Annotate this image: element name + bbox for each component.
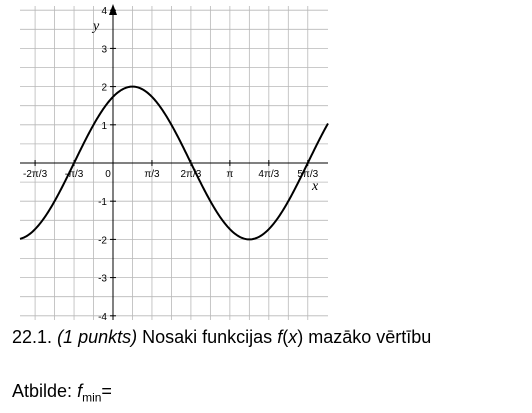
task-statement: 22.1. (1 punkts) Nosaki funkcijas f(x) m… <box>12 327 431 348</box>
x-tick-label: -π/3 <box>65 169 84 180</box>
answer-subscript: min <box>82 390 102 405</box>
y-tick-label: -3 <box>98 274 107 285</box>
paren-open: ( <box>282 327 289 347</box>
y-tick-label: -1 <box>98 197 107 208</box>
variable-symbol: x <box>288 327 298 347</box>
y-tick-label: 3 <box>101 44 107 55</box>
x-tick-label: 4π/3 <box>258 169 279 180</box>
function-symbol: f <box>277 327 283 347</box>
task-number: 22.1. <box>12 327 53 347</box>
task-text-before: Nosaki funkcijas <box>142 327 273 347</box>
function-graph: -2π/3 -π/3 0 π/3 2π/3 π 4π/3 5π/3 4 3 2 1 -1 -2 -3 -4 x… <box>19 4 329 323</box>
paren-close: ) <box>297 327 304 347</box>
x-tick-label: π/3 <box>144 169 160 180</box>
y-tick-label: -4 <box>98 312 107 323</box>
task-points: (1 punkts) <box>57 327 138 347</box>
x-tick-label: 5π/3 <box>297 169 318 180</box>
answer-symbol: f <box>77 381 83 401</box>
x-tick-label: 2π/3 <box>181 169 202 180</box>
y-axis-label: y <box>91 19 100 34</box>
axes <box>20 4 328 320</box>
y-tick-label: -2 <box>98 235 107 246</box>
x-axis-label: x <box>311 179 319 194</box>
y-tick-label: 2 <box>101 83 107 94</box>
answer-line: Atbilde: fmin= <box>12 381 112 405</box>
answer-label: Atbilde: <box>12 381 73 401</box>
tick-labels: -2π/3 -π/3 0 π/3 2π/3 π 4π/3 5π/3 4 3 2 1 -1 -2 -3 -4 <box>23 6 319 323</box>
y-tick-label: 4 <box>101 6 107 17</box>
function-curve <box>19 85 329 241</box>
x-tick-label: π <box>226 169 233 180</box>
y-axis-arrow <box>109 4 117 15</box>
y-tick-label: 1 <box>101 121 107 132</box>
task-text-after: mazāko vērtību <box>308 327 432 347</box>
answer-equals: = <box>101 381 112 401</box>
x-tick-label: 0 <box>105 169 111 180</box>
x-tick-label: -2π/3 <box>23 169 48 180</box>
